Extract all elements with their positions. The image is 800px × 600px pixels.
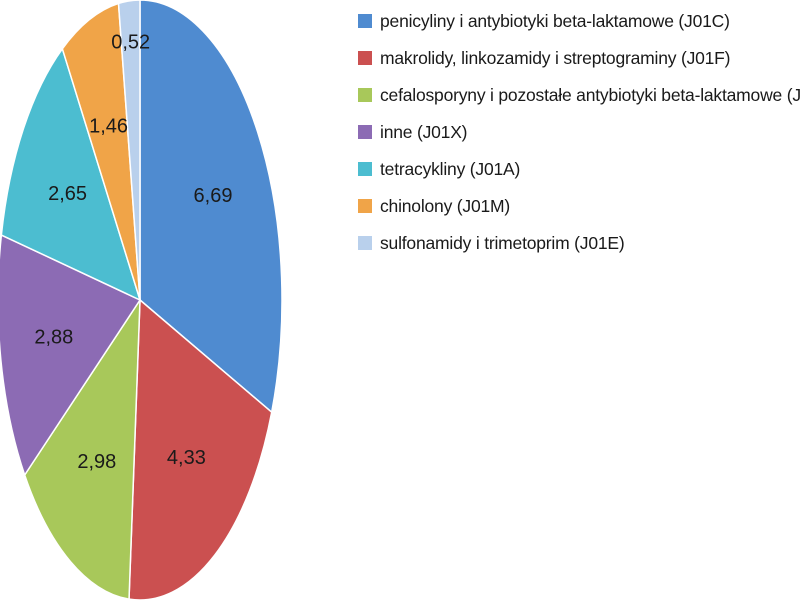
legend-item-5: chinolony (J01M) [354,193,800,230]
legend-label: tetracykliny (J01A) [380,159,521,179]
pie-slice-label-3: 2,88 [34,326,73,348]
pie-slice-6 [117,0,141,301]
pie-slice-label-1: 4,33 [167,447,206,469]
legend-swatch [358,162,372,176]
pie-slice-0 [139,0,283,413]
legend-item-6: sulfonamidy i trimetoprim (J01E) [354,230,800,267]
pie-slice-labels: 6,69 4,33 2,98 2,88 2,65 1,46 0,52 [34,32,232,473]
pie-slice-label-6: 0,52 [111,32,150,54]
pie-slice-5 [61,2,141,301]
legend-label: inne (J01X) [380,122,468,142]
legend-swatch [358,199,372,213]
legend-label: chinolony (J01M) [380,196,511,216]
pie-slice-label-4: 2,65 [48,183,87,205]
legend-item-2: cefalosporyny i pozostałe antybiotyki be… [354,82,800,119]
pie-slice-4 [0,48,141,301]
legend-item-1: makrolidy, linkozamidy i streptograminy … [354,45,800,82]
pie-slice-2 [23,299,141,600]
pie-slice-label-0: 6,69 [194,185,233,207]
pie-slice-3 [0,234,141,476]
legend-item-0: penicyliny i antybiotyki beta-laktamowe … [354,8,800,45]
legend-label: sulfonamidy i trimetoprim (J01E) [380,233,625,253]
legend-swatch [358,51,372,65]
legend-swatch [358,236,372,250]
legend-label: cefalosporyny i pozostałe antybiotyki be… [380,85,800,105]
pie-slice-label-5: 1,46 [89,115,128,137]
pie-slice-label-2: 2,98 [77,451,116,473]
legend-swatch [358,88,372,102]
legend-swatch [358,14,372,28]
legend-item-3: inne (J01X) [354,119,800,156]
chart-legend: penicyliny i antybiotyki beta-laktamowe … [354,8,800,267]
pie-slices [0,0,283,600]
pie-slice-1 [128,299,273,600]
legend-swatch [358,125,372,139]
legend-label: penicyliny i antybiotyki beta-laktamowe … [380,11,730,31]
legend-item-4: tetracykliny (J01A) [354,156,800,193]
legend-label: makrolidy, linkozamidy i streptograminy … [380,48,731,68]
